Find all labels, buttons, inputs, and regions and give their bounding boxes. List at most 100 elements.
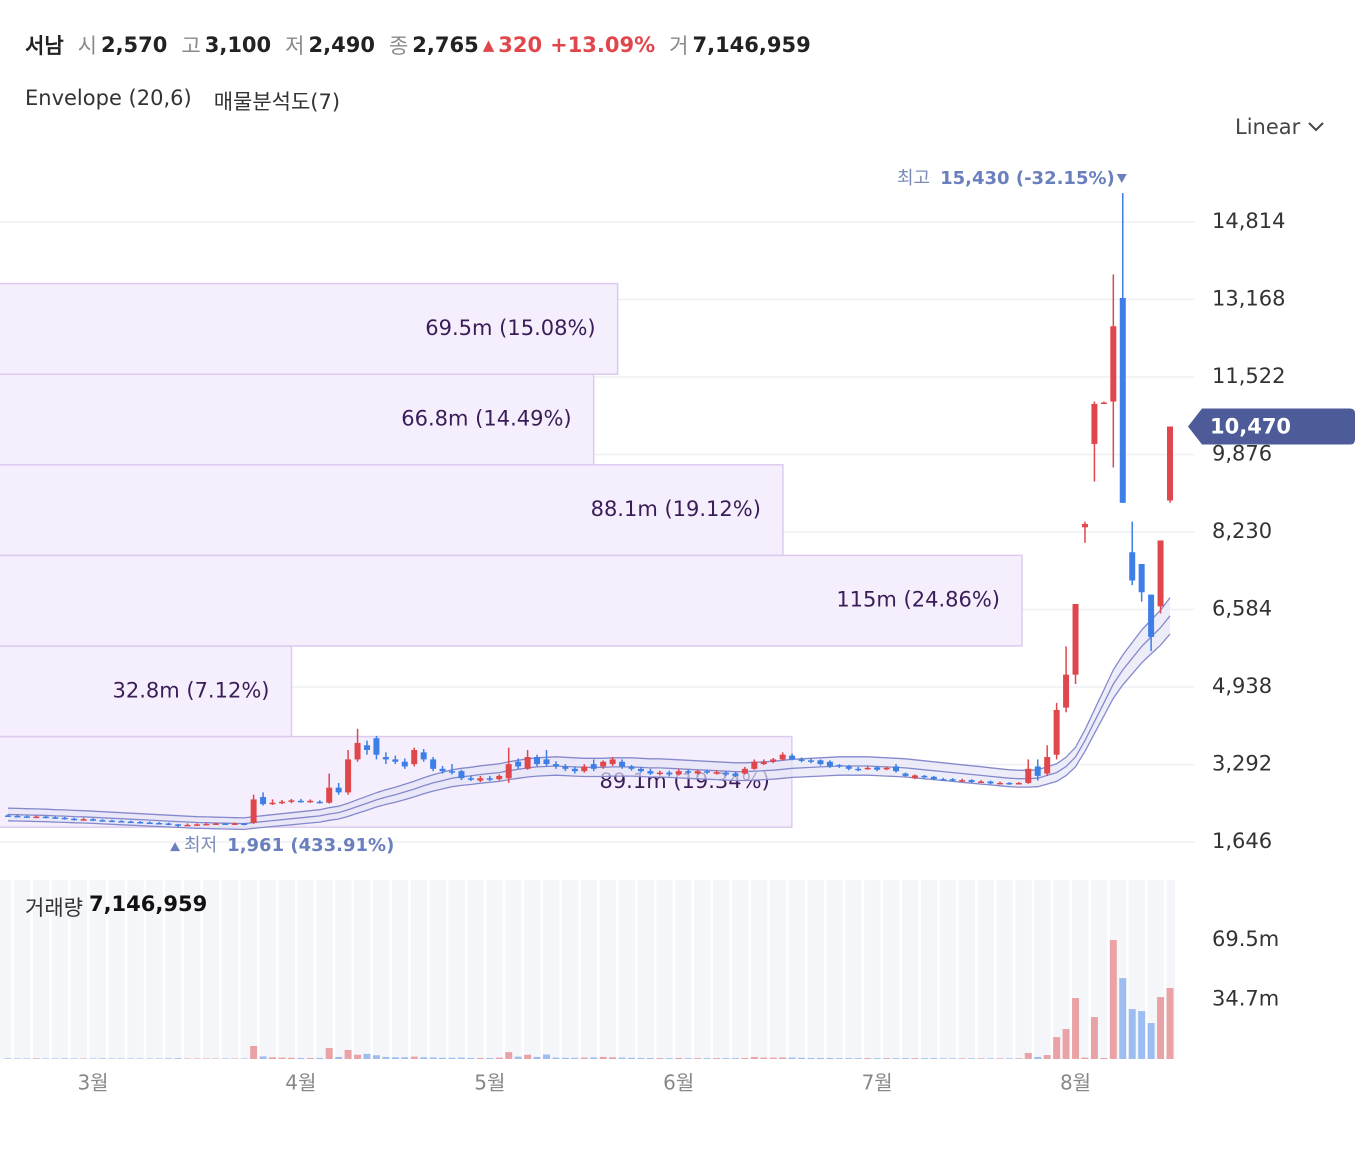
candle-body <box>477 778 484 781</box>
indicator[interactable]: Envelope (20,6) <box>25 86 192 110</box>
volume-bar <box>542 1054 550 1059</box>
volume-bar <box>930 1058 938 1059</box>
indicator[interactable]: 매물분석도(7) <box>213 90 341 114</box>
candle-body <box>71 818 78 821</box>
volume-bar <box>80 1058 88 1059</box>
quote-value: 2,570 <box>100 33 168 57</box>
volume-bar <box>949 1058 957 1059</box>
candle-body <box>893 766 900 772</box>
volume-bar <box>637 1057 645 1059</box>
candle-body <box>722 772 729 775</box>
volume-legend: 거래량 7,146,959 <box>25 892 207 922</box>
volume-bar <box>297 1057 305 1059</box>
volume-bar <box>968 1058 976 1059</box>
volume-bar <box>61 1058 69 1059</box>
candle-body <box>826 761 833 767</box>
candle-body <box>741 768 748 774</box>
volume-bar <box>363 1053 371 1059</box>
candle-body <box>789 755 796 760</box>
profile-label: 66.8m (14.49%) <box>401 407 571 431</box>
candle-body <box>637 768 644 772</box>
volume-bar <box>1072 998 1080 1059</box>
volume-bar <box>1128 1009 1136 1059</box>
y-tick-label: 3,292 <box>1212 751 1272 775</box>
envelope-upper <box>7 597 1171 819</box>
change-pct: +13.09% <box>550 33 656 57</box>
candle-body <box>855 768 862 771</box>
volume-bar <box>1034 1056 1042 1059</box>
x-tick-label: 4월 <box>285 1071 316 1095</box>
high-annotation: 최고 15,430 (-32.15%) <box>897 168 1115 189</box>
volume-bar <box>231 1058 239 1059</box>
candle-body <box>921 775 928 778</box>
scale-dropdown[interactable]: Linear <box>1235 115 1324 139</box>
volume-bar <box>609 1057 617 1059</box>
volume-bar <box>987 1058 995 1059</box>
low-value: 1,961 (433.91%) <box>227 835 394 856</box>
volume-bar <box>13 1058 21 1059</box>
volume-bar <box>1024 1053 1032 1059</box>
volume-bar <box>571 1057 579 1059</box>
volume-bar <box>193 1058 201 1059</box>
volume-bar <box>816 1057 824 1059</box>
candle-body <box>581 766 588 772</box>
volume-bar <box>892 1058 900 1059</box>
candle-body <box>278 801 285 804</box>
quote-label: 거 <box>669 34 689 58</box>
volume-bar <box>760 1057 768 1059</box>
volume-bar <box>259 1056 267 1059</box>
volume-bar <box>524 1054 532 1059</box>
candle-body <box>1091 403 1098 444</box>
candle-body <box>297 800 304 803</box>
high-value: 15,430 (-32.15%) <box>940 168 1115 189</box>
candle-body <box>193 824 200 826</box>
volume-bar <box>722 1058 730 1059</box>
low-arrow <box>170 842 181 852</box>
candle-body <box>392 759 399 762</box>
candle-body <box>534 757 541 765</box>
x-tick-label: 6월 <box>663 1071 694 1095</box>
candle-body <box>685 771 692 773</box>
candle-body <box>61 817 68 820</box>
candle-body <box>552 764 559 767</box>
volume-bar <box>901 1058 909 1059</box>
volume-bar <box>552 1057 560 1059</box>
volume-bar <box>467 1057 475 1059</box>
scale-mode[interactable]: Linear <box>1235 115 1301 139</box>
candle-body <box>52 817 59 819</box>
volume-bar <box>958 1058 966 1059</box>
volume-bar <box>665 1058 673 1059</box>
volume-bar <box>23 1058 31 1059</box>
volume-bar <box>306 1057 314 1059</box>
profile-bar <box>0 554 1023 647</box>
candle-body <box>449 771 456 773</box>
volume-bar <box>1062 1029 1070 1059</box>
volume-bar <box>533 1056 541 1059</box>
volume-bar <box>977 1058 985 1059</box>
y-tick-label: 11,522 <box>1212 364 1285 388</box>
candle-body <box>354 742 361 760</box>
candle-body <box>911 775 918 779</box>
candle-body <box>496 775 503 780</box>
candle-body <box>373 738 380 755</box>
candle-body <box>250 799 257 823</box>
candle-body <box>817 760 824 765</box>
profile-label: 69.5m (15.08%) <box>425 316 595 340</box>
candle-body <box>165 823 172 825</box>
volume-bar <box>807 1057 815 1059</box>
volume-bar <box>769 1057 777 1059</box>
volume-bar <box>628 1057 636 1059</box>
candle-body <box>1025 768 1032 783</box>
candle-body <box>203 823 210 826</box>
volume-bar <box>155 1058 163 1059</box>
high-label: 최고 <box>897 168 930 189</box>
up-arrow: ▲ <box>482 36 495 54</box>
quote-label: 종 <box>388 34 409 58</box>
quote-value: 2,765 <box>412 33 479 57</box>
profile-bar <box>0 373 595 466</box>
volume-bar <box>382 1056 390 1059</box>
volume-bar <box>1100 1057 1108 1059</box>
y-tick-label: 14,814 <box>1212 209 1285 233</box>
volume-bar <box>826 1057 834 1059</box>
